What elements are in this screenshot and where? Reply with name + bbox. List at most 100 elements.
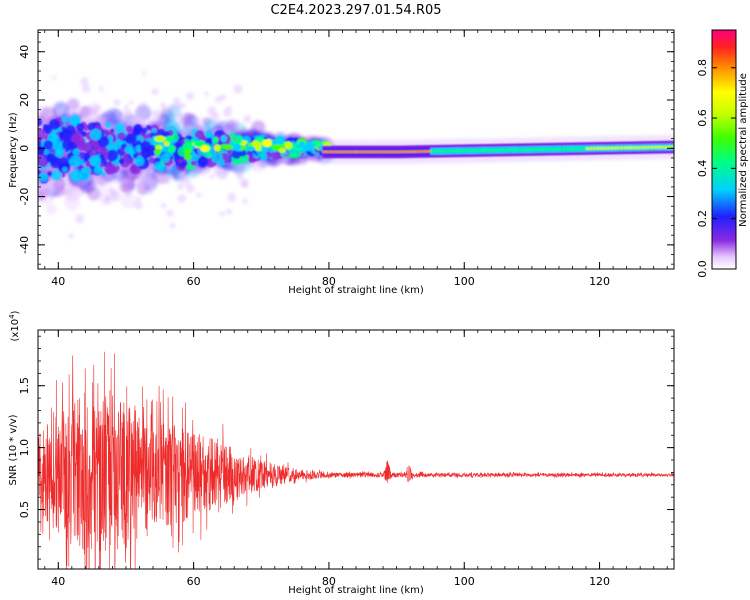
spectrogram-cell xyxy=(552,147,557,151)
spectrogram-cell xyxy=(214,144,221,152)
spectrogram-cell xyxy=(186,92,195,101)
spectrogram-cell xyxy=(196,192,202,198)
spectrogram-cell xyxy=(303,144,315,151)
y-tick-label: 40 xyxy=(18,45,31,59)
spectrogram-cell xyxy=(535,148,540,151)
spectrogram-cell xyxy=(140,127,148,134)
spectrogram-cell xyxy=(674,146,678,149)
spectrogram-cell xyxy=(572,147,577,151)
spectrogram-cell xyxy=(212,136,219,144)
spectrogram-cell xyxy=(262,139,272,147)
spectrogram-cell xyxy=(166,209,174,217)
spectrogram-cell xyxy=(177,194,187,203)
spectrogram-cell xyxy=(69,111,74,116)
spectrogram-cell xyxy=(136,196,141,202)
spectrogram-cell xyxy=(251,140,260,147)
spectrogram-xlabel: Height of straight line (km) xyxy=(288,285,424,296)
spectrogram-cell xyxy=(38,156,49,168)
spectrogram-cell xyxy=(356,150,360,154)
spectrogram-cell xyxy=(335,150,340,154)
spectrogram-cell xyxy=(51,169,62,181)
spectrogram-cell xyxy=(460,149,465,153)
spectrogram-cell xyxy=(538,148,543,151)
spectrogram-cell xyxy=(167,104,178,114)
spectrogram-cell xyxy=(245,146,256,151)
spectrogram-cell xyxy=(298,141,306,147)
spectrogram-cell xyxy=(212,120,219,128)
spectrogram-cell xyxy=(61,116,68,123)
spectrogram-cell xyxy=(154,148,162,155)
spectrogram-cell xyxy=(231,139,243,145)
spectrogram-cell xyxy=(660,145,665,149)
spectrogram-cell xyxy=(104,147,109,152)
spectrogram-cell xyxy=(123,155,129,160)
spectrogram-cell xyxy=(180,112,195,127)
spectrogram-cell xyxy=(124,104,129,110)
spectrogram-cell xyxy=(602,146,607,150)
spectrogram-cell xyxy=(103,129,109,135)
spectrogram-cell xyxy=(160,202,167,209)
spectrogram-cell xyxy=(592,147,597,150)
spectrogram-cell xyxy=(633,146,638,150)
spectrogram-cell xyxy=(443,149,448,153)
spectrogram-cell xyxy=(396,150,401,154)
spectrogram-cell xyxy=(107,135,114,142)
spectrogram-cell xyxy=(125,133,137,145)
spectrogram-cell xyxy=(667,145,672,149)
spectrogram-cell xyxy=(90,128,102,141)
spectrogram-cell xyxy=(118,158,125,165)
y-tick-label: 0 xyxy=(18,145,31,152)
spectrogram-cell xyxy=(186,124,191,129)
y-tick-label: 1.5 xyxy=(18,377,31,395)
spectrogram-cell xyxy=(464,149,469,153)
spectrogram-cell xyxy=(596,147,601,150)
snr-line xyxy=(38,351,674,569)
spectrogram-cell xyxy=(70,170,82,182)
spectrogram-cell xyxy=(46,154,54,162)
spectrogram-cell xyxy=(43,107,52,116)
spectrogram-cell xyxy=(606,146,611,150)
spectrogram-cell xyxy=(227,192,237,203)
snr-ylabel: SNR (10 * v/v) xyxy=(8,414,19,485)
x-tick-label: 40 xyxy=(51,575,65,588)
spectrogram-cell xyxy=(132,128,141,137)
spectrogram-cell xyxy=(93,104,102,113)
snr-multiplier: (x104) xyxy=(8,310,21,341)
spectrogram-cell xyxy=(104,197,110,204)
colorbar-tick-label: 0.6 xyxy=(696,109,709,127)
spectrogram-cell xyxy=(528,148,533,151)
spectrogram-cell xyxy=(225,208,233,215)
spectrogram-cell xyxy=(589,147,594,150)
spectrogram-cell xyxy=(242,198,248,204)
spectrogram-cell xyxy=(643,146,648,149)
spectrogram-cell xyxy=(548,147,553,151)
colorbar-tick-label: 0.8 xyxy=(696,59,709,77)
spectrogram-cell xyxy=(159,102,167,110)
spectrogram-cell xyxy=(410,150,415,154)
y-tick-label: 0.5 xyxy=(18,501,31,519)
spectrogram-cell xyxy=(670,145,674,149)
spectrogram-core xyxy=(38,114,678,184)
spectrogram-cell xyxy=(105,122,112,128)
spectrogram-cell xyxy=(420,150,425,153)
spectrogram-cell xyxy=(223,144,234,150)
spectrogram-cell xyxy=(190,160,197,167)
spectrogram-cell xyxy=(82,142,93,153)
spectrogram-cell xyxy=(481,149,486,152)
spectrogram-cell xyxy=(138,102,148,113)
spectrogram-cell xyxy=(518,148,523,152)
y-tick-label: 1.0 xyxy=(18,439,31,457)
spectrogram-cell xyxy=(437,149,442,153)
spectrogram-cell xyxy=(531,148,536,151)
spectrogram-cell xyxy=(372,150,377,154)
spectrogram-cell xyxy=(413,150,418,153)
x-tick-label: 60 xyxy=(187,575,201,588)
colorbar-label: Normalized spectral amplitude xyxy=(738,73,749,227)
spectrogram-cell xyxy=(151,128,157,134)
spectrogram-cell xyxy=(240,160,249,169)
x-tick-label: 100 xyxy=(454,275,475,288)
spectrogram-cell xyxy=(236,136,243,141)
spectrogram-cell xyxy=(515,148,519,152)
spectrogram-cell xyxy=(180,139,185,145)
spectrogram-cell xyxy=(98,86,104,92)
